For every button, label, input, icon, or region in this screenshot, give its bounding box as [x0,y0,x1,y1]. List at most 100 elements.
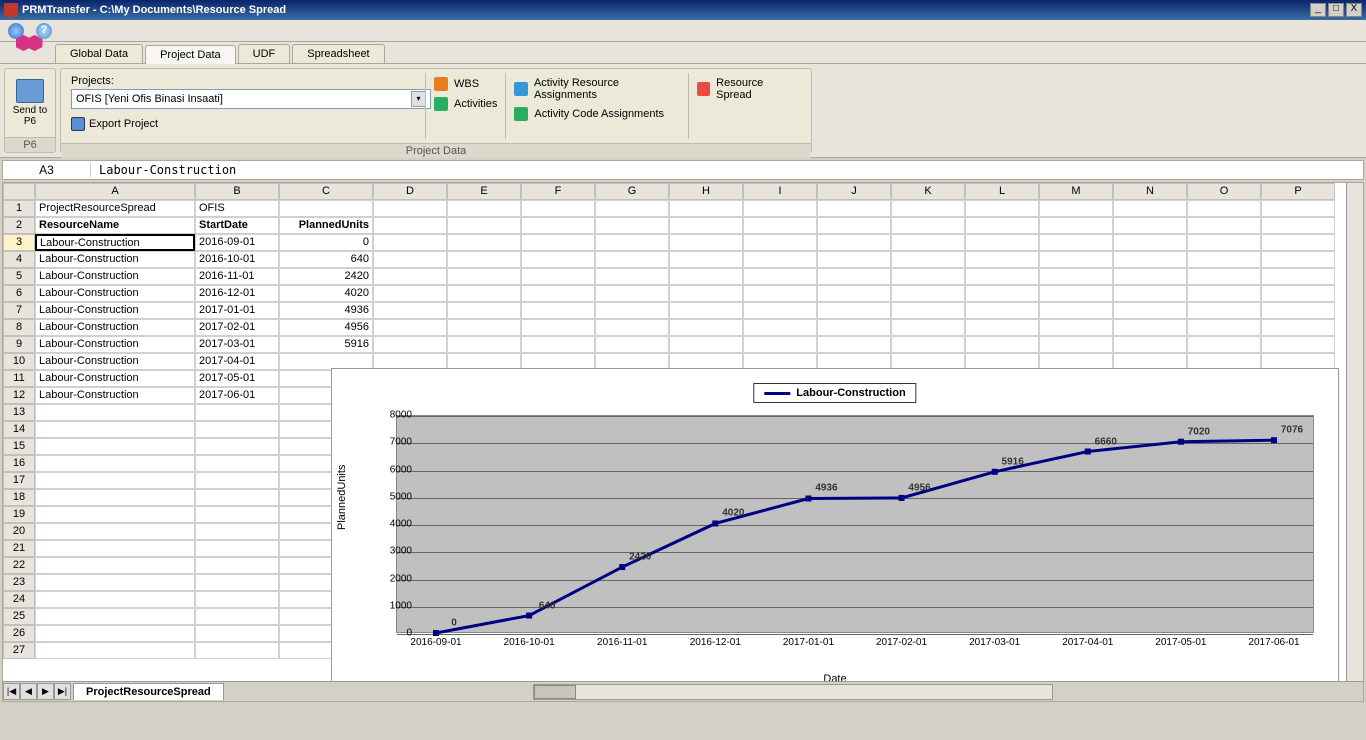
cell[interactable] [521,217,595,234]
cell[interactable] [1261,319,1335,336]
cell[interactable] [891,336,965,353]
cell[interactable] [195,438,279,455]
cell[interactable]: 2016-12-01 [195,285,279,302]
cell[interactable] [447,268,521,285]
sheet-nav-prev[interactable]: ◀ [20,683,37,700]
cell[interactable] [1113,336,1187,353]
row-header[interactable]: 2 [3,217,35,234]
col-header[interactable]: I [743,183,817,200]
cell[interactable] [891,302,965,319]
cell[interactable] [669,336,743,353]
cell[interactable] [1113,217,1187,234]
cell[interactable] [1039,217,1113,234]
cell[interactable] [1039,251,1113,268]
col-header[interactable]: A [35,183,195,200]
cell[interactable] [521,200,595,217]
row-header[interactable]: 19 [3,506,35,523]
cell[interactable] [521,336,595,353]
cell[interactable] [1187,319,1261,336]
cell[interactable] [1039,268,1113,285]
cell[interactable] [35,506,195,523]
activity-resource-assignments-link[interactable]: Activity Resource Assignments [514,77,679,101]
cell[interactable]: ProjectResourceSpread [35,200,195,217]
cell[interactable] [595,217,669,234]
cell[interactable]: 0 [279,234,373,251]
sheet-nav-last[interactable]: ▶| [54,683,71,700]
cell[interactable]: ResourceName [35,217,195,234]
cell[interactable] [279,200,373,217]
cell[interactable]: Labour-Construction [35,387,195,404]
cell[interactable]: 640 [279,251,373,268]
send-to-p6-button[interactable]: Send to P6 [9,73,51,133]
formula-bar[interactable]: Labour-Construction [91,163,1363,177]
cell[interactable] [447,234,521,251]
cell[interactable] [1039,319,1113,336]
projects-dropdown[interactable]: OFIS [Yeni Ofis Binasi Insaati] ▾ [71,89,431,109]
cell[interactable] [965,217,1039,234]
row-header[interactable]: 26 [3,625,35,642]
cell[interactable]: 4936 [279,302,373,319]
row-header[interactable]: 12 [3,387,35,404]
row-header[interactable]: 1 [3,200,35,217]
cell[interactable]: Labour-Construction [35,336,195,353]
cell[interactable] [195,506,279,523]
cell[interactable] [817,234,891,251]
cell[interactable] [1113,285,1187,302]
cell[interactable]: PlannedUnits [279,217,373,234]
row-header[interactable]: 24 [3,591,35,608]
cell[interactable] [447,217,521,234]
minimize-button[interactable]: _ [1310,3,1326,17]
cell[interactable] [447,336,521,353]
wbs-link[interactable]: WBS [434,77,497,91]
row-header[interactable]: 4 [3,251,35,268]
export-project-link[interactable]: Export Project [71,117,419,131]
row-header[interactable]: 27 [3,642,35,659]
cell[interactable] [1187,200,1261,217]
cell[interactable] [195,523,279,540]
cell[interactable] [817,200,891,217]
cell[interactable] [447,319,521,336]
cell[interactable]: 2017-04-01 [195,353,279,370]
cell[interactable] [35,557,195,574]
cell[interactable] [195,404,279,421]
cell[interactable] [373,285,447,302]
cell[interactable]: Labour-Construction [35,319,195,336]
cell[interactable] [35,642,195,659]
col-header[interactable]: J [817,183,891,200]
cell[interactable] [195,625,279,642]
col-header[interactable]: D [373,183,447,200]
cell[interactable] [195,557,279,574]
cell[interactable] [743,200,817,217]
cell[interactable] [669,319,743,336]
cell[interactable] [35,523,195,540]
col-header[interactable]: C [279,183,373,200]
cell[interactable] [1113,251,1187,268]
cell[interactable] [743,285,817,302]
cell[interactable] [965,251,1039,268]
col-header[interactable]: K [891,183,965,200]
cell[interactable] [891,268,965,285]
cell[interactable] [595,319,669,336]
row-header[interactable]: 11 [3,370,35,387]
chart[interactable]: Labour-Construction PlannedUnits Date 01… [331,368,1339,694]
cell[interactable] [521,302,595,319]
cell[interactable] [965,319,1039,336]
col-header[interactable]: P [1261,183,1335,200]
row-header[interactable]: 22 [3,557,35,574]
cell[interactable] [521,268,595,285]
cell[interactable] [1113,268,1187,285]
cell[interactable] [373,302,447,319]
cell[interactable]: StartDate [195,217,279,234]
cell[interactable] [743,336,817,353]
tab-udf[interactable]: UDF [238,44,291,63]
cell[interactable] [1113,319,1187,336]
cell[interactable]: 2017-02-01 [195,319,279,336]
cell[interactable] [965,234,1039,251]
cell[interactable]: 2017-01-01 [195,302,279,319]
cell[interactable] [35,608,195,625]
col-header[interactable]: H [669,183,743,200]
cell[interactable] [595,234,669,251]
cell[interactable] [817,302,891,319]
cell[interactable] [1039,200,1113,217]
row-header[interactable]: 15 [3,438,35,455]
